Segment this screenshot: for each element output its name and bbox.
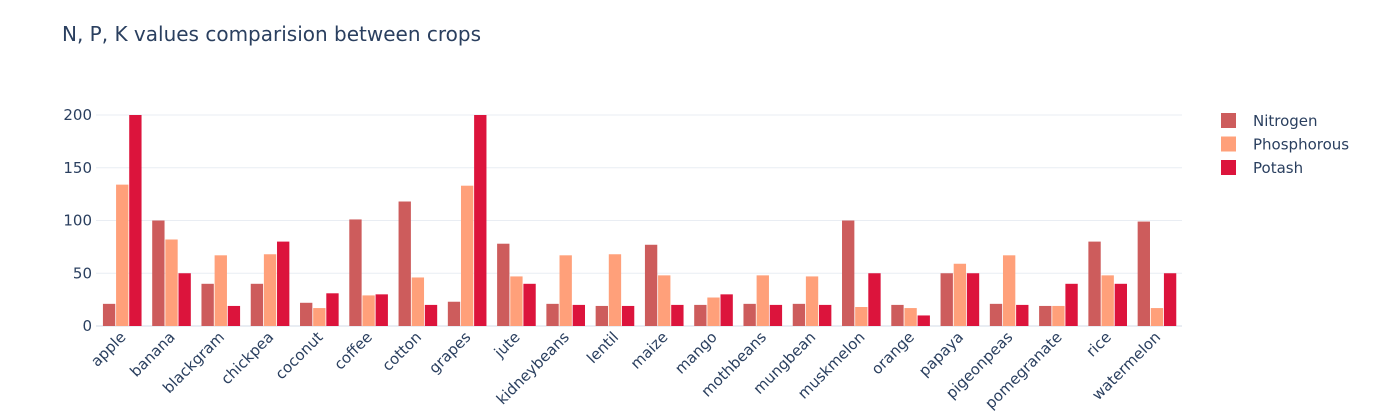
bar-potash-mungbean[interactable] — [819, 304, 832, 326]
bar-phosphorous-muskmelon[interactable] — [855, 307, 868, 326]
x-tick-label: coffee — [330, 328, 375, 373]
x-tick-label: grapes — [425, 328, 474, 377]
bar-potash-coconut[interactable] — [326, 293, 339, 326]
y-axis: 0 50 100 150 200 — [63, 106, 92, 335]
y-tick-label: 50 — [73, 264, 92, 282]
bar-nitrogen-apple[interactable] — [102, 303, 116, 326]
bar-nitrogen-mothbeans[interactable] — [743, 303, 756, 326]
bar-nitrogen-maize[interactable] — [644, 244, 658, 326]
bar-phosphorous-mungbean[interactable] — [805, 276, 819, 326]
bar-phosphorous-mothbeans[interactable] — [756, 275, 769, 326]
legend[interactable]: Nitrogen Phosphorous Potash — [1221, 112, 1349, 177]
bar-nitrogen-orange[interactable] — [891, 304, 904, 326]
y-tick-label: 0 — [82, 317, 92, 335]
legend-swatch-nitrogen[interactable] — [1221, 113, 1236, 128]
x-tick-label: orange — [868, 328, 918, 378]
bar-phosphorous-lentil[interactable] — [608, 254, 622, 326]
bar-nitrogen-pigeonpeas[interactable] — [989, 303, 1003, 326]
x-tick-label: rice — [1083, 328, 1115, 360]
bar-potash-mothbeans[interactable] — [769, 304, 783, 326]
y-tick-label: 150 — [63, 159, 92, 177]
bar-phosphorous-rice[interactable] — [1101, 275, 1114, 326]
bar-potash-kidneybeans[interactable] — [572, 304, 585, 326]
bar-potash-papaya[interactable] — [966, 273, 980, 326]
bar-phosphorous-pomegranate[interactable] — [1052, 305, 1065, 326]
bar-nitrogen-rice[interactable] — [1088, 241, 1101, 326]
bar-phosphorous-blackgram[interactable] — [214, 255, 227, 326]
bar-phosphorous-kidneybeans[interactable] — [559, 255, 572, 326]
bar-phosphorous-coffee[interactable] — [362, 295, 375, 326]
bar-phosphorous-chickpea[interactable] — [263, 254, 277, 326]
x-tick-label: mango — [671, 328, 721, 378]
bar-nitrogen-papaya[interactable] — [940, 273, 953, 326]
x-tick-label: maize — [627, 328, 672, 373]
y-tick-label: 100 — [63, 212, 92, 230]
bars — [102, 115, 1177, 327]
legend-swatch-phosphorous[interactable] — [1221, 136, 1236, 152]
bar-potash-cotton[interactable] — [424, 304, 438, 326]
bar-nitrogen-kidneybeans[interactable] — [546, 303, 559, 326]
x-tick-label: coconut — [272, 328, 327, 383]
bar-potash-pigeonpeas[interactable] — [1016, 304, 1029, 326]
bar-phosphorous-cotton[interactable] — [411, 277, 425, 326]
bar-nitrogen-watermelon[interactable] — [1137, 221, 1150, 326]
bar-potash-jute[interactable] — [523, 283, 536, 326]
bar-nitrogen-jute[interactable] — [497, 243, 510, 326]
x-tick-label: jute — [490, 328, 524, 362]
bar-potash-muskmelon[interactable] — [868, 273, 881, 326]
bar-potash-watermelon[interactable] — [1163, 273, 1177, 326]
x-tick-label: apple — [87, 328, 129, 370]
bar-potash-orange[interactable] — [917, 315, 930, 326]
bar-nitrogen-coconut[interactable] — [300, 302, 313, 326]
bar-nitrogen-pomegranate[interactable] — [1039, 305, 1052, 326]
legend-swatch-potash[interactable] — [1221, 160, 1236, 175]
bar-potash-chickpea[interactable] — [277, 241, 290, 326]
bar-phosphorous-mango[interactable] — [707, 297, 720, 326]
bar-phosphorous-orange[interactable] — [904, 308, 917, 326]
legend-label-phosphorous[interactable]: Phosphorous — [1253, 136, 1349, 154]
bar-potash-blackgram[interactable] — [227, 305, 241, 326]
bar-phosphorous-coconut[interactable] — [313, 308, 326, 326]
x-tick-label: lentil — [583, 328, 622, 367]
bar-nitrogen-blackgram[interactable] — [201, 283, 214, 326]
bar-phosphorous-grapes[interactable] — [460, 185, 474, 326]
bar-potash-rice[interactable] — [1114, 283, 1127, 326]
bar-potash-mango[interactable] — [720, 294, 733, 326]
bar-phosphorous-banana[interactable] — [165, 239, 178, 326]
bar-nitrogen-cotton[interactable] — [398, 201, 411, 326]
bar-phosphorous-pigeonpeas[interactable] — [1002, 255, 1016, 326]
legend-label-nitrogen[interactable]: Nitrogen — [1253, 112, 1318, 130]
bar-potash-maize[interactable] — [671, 304, 684, 326]
bar-nitrogen-chickpea[interactable] — [250, 283, 264, 326]
x-tick-label: chickpea — [217, 328, 277, 388]
bar-nitrogen-mungbean[interactable] — [792, 303, 806, 326]
bar-potash-apple[interactable] — [129, 115, 142, 326]
bar-phosphorous-apple[interactable] — [116, 184, 129, 326]
bar-potash-coffee[interactable] — [375, 294, 388, 326]
legend-label-potash[interactable]: Potash — [1253, 159, 1303, 177]
bar-phosphorous-maize[interactable] — [658, 275, 671, 326]
bar-nitrogen-lentil[interactable] — [595, 305, 608, 326]
bar-potash-grapes[interactable] — [474, 115, 487, 326]
bar-potash-lentil[interactable] — [621, 305, 635, 326]
bar-nitrogen-banana[interactable] — [152, 220, 165, 327]
bar-phosphorous-watermelon[interactable] — [1150, 308, 1164, 326]
bar-phosphorous-jute[interactable] — [510, 276, 523, 326]
bar-potash-pomegranate[interactable] — [1065, 283, 1078, 326]
bar-nitrogen-muskmelon[interactable] — [842, 220, 855, 327]
chart-title: N, P, K values comparision between crops — [62, 22, 481, 46]
bar-nitrogen-coffee[interactable] — [349, 219, 362, 326]
x-tick-label: cotton — [379, 328, 426, 375]
bar-nitrogen-mango[interactable] — [694, 304, 707, 326]
bar-nitrogen-grapes[interactable] — [447, 301, 461, 326]
bar-phosphorous-papaya[interactable] — [953, 263, 967, 326]
bar-potash-banana[interactable] — [178, 273, 191, 326]
y-tick-label: 200 — [63, 106, 92, 124]
